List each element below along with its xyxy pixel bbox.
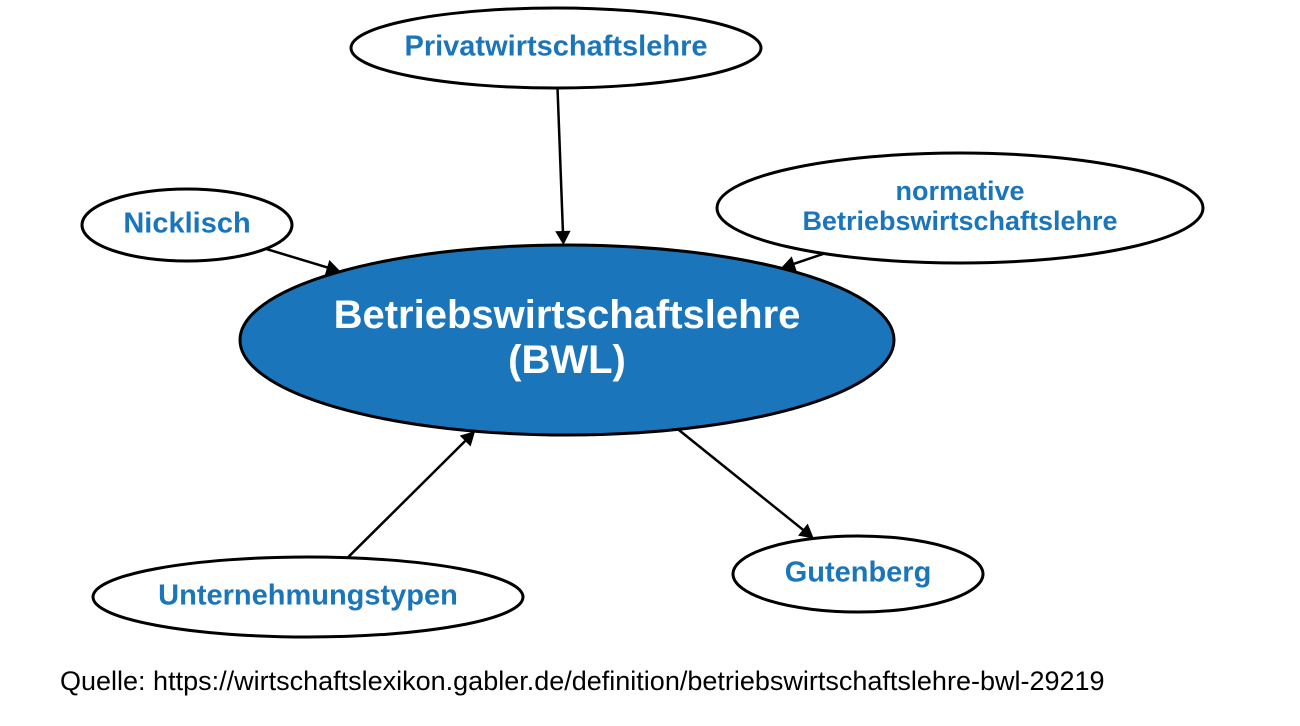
concept-map: Betriebswirtschaftslehre(BWL)Privatwirts… <box>0 0 1300 726</box>
node-center: Betriebswirtschaftslehre(BWL) <box>240 245 894 435</box>
node-privat: Privatwirtschaftslehre <box>351 8 761 88</box>
node-label: Gutenberg <box>785 557 932 589</box>
node-gutenberg: Gutenberg <box>733 536 983 612</box>
node-label-line: Gutenberg <box>785 557 932 589</box>
node-label-line: normative <box>895 176 1024 206</box>
node-label-line: Betriebswirtschaftslehre <box>802 206 1117 236</box>
node-label-line: Privatwirtschaftslehre <box>404 31 707 63</box>
node-label-line: Nicklisch <box>123 208 250 240</box>
node-nicklisch: Nicklisch <box>82 189 292 261</box>
node-label-line: (BWL) <box>508 338 626 382</box>
node-label-line: Betriebswirtschaftslehre <box>334 293 801 337</box>
source-caption: Quelle: https://wirtschaftslexikon.gable… <box>60 666 1105 696</box>
node-unternehmung: Unternehmungstypen <box>93 557 523 637</box>
node-normative: normativeBetriebswirtschaftslehre <box>717 153 1203 263</box>
node-label: Unternehmungstypen <box>158 580 458 612</box>
node-label-line: Unternehmungstypen <box>158 580 458 612</box>
node-label: Nicklisch <box>123 208 250 240</box>
node-label: Privatwirtschaftslehre <box>404 31 707 63</box>
